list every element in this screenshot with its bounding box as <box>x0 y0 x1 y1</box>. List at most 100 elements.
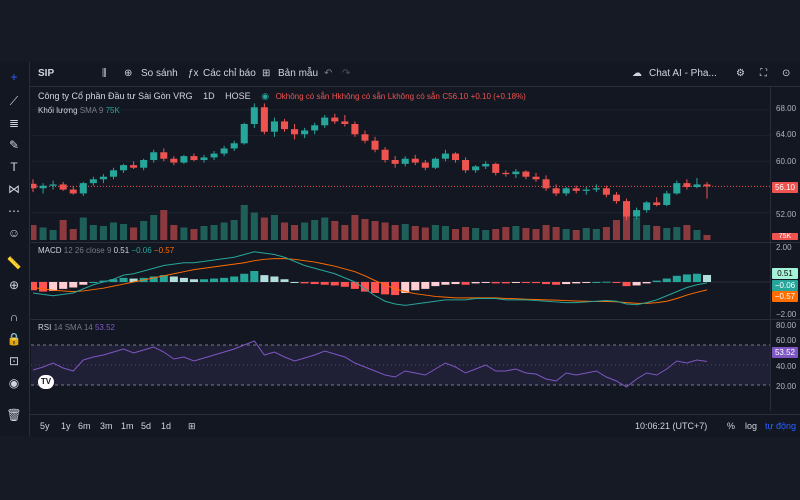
zoom-in-icon[interactable]: ⊕ <box>8 278 20 292</box>
lock-icon[interactable]: ⊡ <box>8 354 20 368</box>
settings-icon[interactable]: ⚙ <box>736 68 745 79</box>
ruler-icon[interactable]: 📏 <box>6 256 22 270</box>
macd-histogram-bar <box>189 279 198 282</box>
magnet-icon[interactable]: ∩ <box>9 310 19 324</box>
macd-histogram-bar <box>572 282 581 284</box>
pattern-icon[interactable]: ⋈ <box>8 182 20 196</box>
macd-histogram-bar <box>652 280 661 282</box>
pane-separator[interactable] <box>31 242 800 243</box>
volume-label[interactable]: Khối lượng <box>38 106 78 115</box>
candle-body <box>592 188 600 190</box>
candle-body <box>582 189 590 191</box>
volume-bar <box>482 230 490 240</box>
templates-button[interactable]: Bản mẫu <box>278 68 319 79</box>
goto-date-icon[interactable]: ⊞ <box>188 421 196 431</box>
macd-histogram-bar <box>531 282 541 284</box>
macd-histogram-bar <box>511 282 520 283</box>
candle-body <box>492 163 500 173</box>
measure-tools-icon[interactable]: ⋯ <box>8 204 20 218</box>
candle-body <box>120 165 128 171</box>
macd-label[interactable]: MACD <box>38 246 62 255</box>
fib-icon[interactable]: ≣ <box>8 116 20 130</box>
volume-bar <box>673 227 681 240</box>
candle-body <box>472 166 480 171</box>
macd-histogram-bar <box>381 282 390 295</box>
eye-icon[interactable]: ◉ <box>8 376 20 390</box>
macd-histogram-bar <box>562 282 571 285</box>
candle-body <box>371 140 379 150</box>
fullscreen-icon[interactable]: ⛶ <box>760 68 767 79</box>
volume-bar <box>512 226 520 240</box>
candle-body <box>441 153 449 159</box>
range-button[interactable]: 5d <box>141 421 152 431</box>
range-button[interactable]: 1d <box>161 421 172 431</box>
volume-bar <box>120 224 128 240</box>
indicators-button[interactable]: Các chỉ báo <box>203 68 256 79</box>
candle-body <box>230 143 238 149</box>
candle-body <box>451 153 460 160</box>
lock-drawings-icon[interactable]: 🔒 <box>6 332 22 346</box>
percent-toggle[interactable]: % <box>727 421 736 431</box>
emoji-icon[interactable]: ☺ <box>7 226 21 240</box>
compare-button[interactable]: So sánh <box>141 68 178 79</box>
log-toggle[interactable]: log <box>745 421 758 431</box>
range-button[interactable]: 1m <box>121 421 134 431</box>
volume-bar <box>602 227 610 240</box>
candle-body <box>99 176 107 180</box>
compare-icon[interactable]: ⊕ <box>124 68 133 79</box>
macd-histogram-bar <box>59 282 68 289</box>
macd-histogram-bar <box>662 278 671 282</box>
volume-bar <box>381 222 389 240</box>
auto-scale-toggle[interactable]: tự động <box>765 421 797 431</box>
range-button[interactable]: 5y <box>40 421 50 431</box>
candle-body <box>562 188 570 194</box>
volume-bar <box>49 230 57 240</box>
price-tick: 64.00 <box>776 130 797 139</box>
candle-body <box>421 162 429 168</box>
symbol-name[interactable]: Công ty Cổ phần Đầu tư Sài Gòn VRG <box>38 91 193 101</box>
macd-histogram-bar <box>119 277 128 282</box>
range-button[interactable]: 1y <box>61 421 71 431</box>
pane-separator[interactable] <box>31 319 800 320</box>
symbol-search[interactable]: SIP <box>38 68 55 79</box>
candle-body <box>623 201 631 217</box>
candle-body <box>130 165 138 168</box>
volume-bar <box>210 225 218 240</box>
range-button[interactable]: 3m <box>100 421 113 431</box>
templates-icon[interactable]: ⊞ <box>262 68 271 79</box>
brush-icon[interactable]: ✎ <box>8 138 20 152</box>
candle-body <box>150 152 158 160</box>
price-tick: 68.00 <box>776 104 797 113</box>
candle-body <box>180 156 188 163</box>
undo-icon[interactable]: ↶ <box>324 68 333 79</box>
candle-body <box>331 117 339 122</box>
volume-bar <box>441 226 449 240</box>
candle-body <box>140 160 148 168</box>
chat-ai-button[interactable]: Chat AI - Pha... <box>649 68 717 79</box>
volume-bar <box>371 221 379 240</box>
redo-icon[interactable]: ↷ <box>342 68 351 79</box>
macd-histogram-bar <box>260 275 269 282</box>
chart-type-icon[interactable]: ⫼ <box>102 68 107 79</box>
macd-histogram-bar <box>592 282 601 283</box>
rsi-label[interactable]: RSI <box>38 323 52 332</box>
trash-icon[interactable]: 🗑 <box>6 408 22 422</box>
cloud-icon[interactable]: ☁ <box>632 68 642 79</box>
price-axis[interactable] <box>770 87 800 411</box>
low-value: Lkhông có sẵn <box>387 92 440 101</box>
rsi-tick: 60.00 <box>776 336 797 345</box>
screenshot-icon[interactable]: ⊙ <box>782 68 791 79</box>
clock[interactable]: 10:06:21 (UTC+7) <box>635 421 708 431</box>
macd-histogram-bar <box>109 279 118 282</box>
macd-histogram-bar <box>290 282 299 283</box>
range-button[interactable]: 6m <box>78 421 91 431</box>
text-icon[interactable]: T <box>10 160 18 174</box>
macd-tick: 2.00 <box>776 243 792 252</box>
chart-canvas[interactable] <box>31 87 770 411</box>
candle-body <box>89 179 97 184</box>
indicators-icon[interactable]: ƒx <box>188 68 199 79</box>
trendline-icon[interactable]: ⟋ <box>9 94 19 108</box>
macd-hist-tag: 0.51 <box>772 268 798 279</box>
crosshair-icon[interactable]: + <box>10 70 18 84</box>
volume-bar <box>683 225 691 240</box>
